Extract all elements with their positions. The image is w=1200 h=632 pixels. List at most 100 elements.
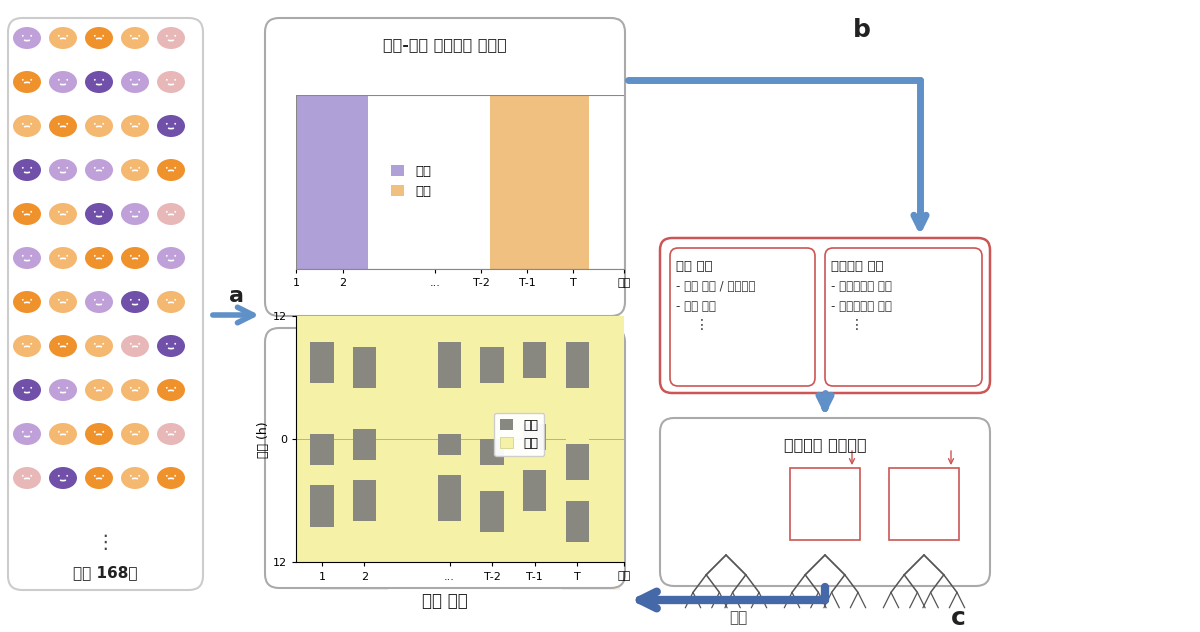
Ellipse shape <box>49 27 77 49</box>
Ellipse shape <box>94 343 96 344</box>
Ellipse shape <box>166 211 168 213</box>
Ellipse shape <box>94 167 96 169</box>
Text: ⋮: ⋮ <box>95 533 115 552</box>
Ellipse shape <box>94 35 96 37</box>
Ellipse shape <box>102 299 104 301</box>
Ellipse shape <box>121 247 149 269</box>
Ellipse shape <box>138 343 140 344</box>
Ellipse shape <box>130 79 132 81</box>
Ellipse shape <box>85 335 113 357</box>
Bar <box>311 316 334 562</box>
Ellipse shape <box>121 467 149 489</box>
Ellipse shape <box>58 343 60 344</box>
Text: ⋮: ⋮ <box>695 318 709 332</box>
Ellipse shape <box>94 475 96 477</box>
Ellipse shape <box>30 431 32 433</box>
Ellipse shape <box>58 475 60 477</box>
Ellipse shape <box>130 211 132 213</box>
Ellipse shape <box>49 291 77 313</box>
Bar <box>353 480 376 521</box>
Ellipse shape <box>166 299 168 301</box>
Text: 기분 삽화: 기분 삽화 <box>422 592 468 610</box>
Bar <box>311 342 334 383</box>
Text: a: a <box>228 286 244 306</box>
Ellipse shape <box>94 431 96 433</box>
Text: 생체리듬 지표: 생체리듬 지표 <box>830 260 883 272</box>
Text: - 수면 비율: - 수면 비율 <box>676 300 716 312</box>
Ellipse shape <box>49 467 77 489</box>
Ellipse shape <box>85 247 113 269</box>
Ellipse shape <box>22 79 24 81</box>
Ellipse shape <box>121 27 149 49</box>
Ellipse shape <box>121 203 149 225</box>
Ellipse shape <box>13 71 41 93</box>
Text: - 생체리듬의 진폭: - 생체리듬의 진폭 <box>830 300 892 312</box>
Ellipse shape <box>157 115 185 137</box>
Ellipse shape <box>22 387 24 389</box>
Ellipse shape <box>130 431 132 433</box>
Ellipse shape <box>138 387 140 389</box>
Ellipse shape <box>121 291 149 313</box>
Bar <box>523 342 546 378</box>
Ellipse shape <box>166 79 168 81</box>
Ellipse shape <box>13 379 41 401</box>
Ellipse shape <box>13 115 41 137</box>
Ellipse shape <box>157 159 185 181</box>
Text: 예측: 예측 <box>728 611 748 626</box>
Ellipse shape <box>66 167 68 169</box>
Ellipse shape <box>138 211 140 213</box>
Bar <box>480 347 504 383</box>
Text: - 수면 시간 / 기상시간: - 수면 시간 / 기상시간 <box>676 281 755 293</box>
Ellipse shape <box>22 123 24 125</box>
FancyBboxPatch shape <box>660 238 990 393</box>
Ellipse shape <box>85 71 113 93</box>
Ellipse shape <box>58 167 60 169</box>
Ellipse shape <box>49 159 77 181</box>
Ellipse shape <box>138 35 140 37</box>
Ellipse shape <box>130 167 132 169</box>
Ellipse shape <box>22 475 24 477</box>
Ellipse shape <box>30 475 32 477</box>
Ellipse shape <box>94 123 96 125</box>
Bar <box>296 95 368 269</box>
Ellipse shape <box>174 387 176 389</box>
Ellipse shape <box>102 79 104 81</box>
Ellipse shape <box>166 255 168 257</box>
Bar <box>320 18 388 590</box>
FancyBboxPatch shape <box>826 248 982 386</box>
Ellipse shape <box>121 159 149 181</box>
Ellipse shape <box>49 115 77 137</box>
Ellipse shape <box>94 211 96 213</box>
Bar <box>353 347 376 388</box>
Ellipse shape <box>157 379 185 401</box>
Ellipse shape <box>166 343 168 344</box>
Ellipse shape <box>13 467 41 489</box>
Ellipse shape <box>66 211 68 213</box>
Ellipse shape <box>58 35 60 37</box>
Ellipse shape <box>102 475 104 477</box>
Ellipse shape <box>121 379 149 401</box>
Ellipse shape <box>66 475 68 477</box>
Ellipse shape <box>157 71 185 93</box>
FancyBboxPatch shape <box>265 328 625 588</box>
Ellipse shape <box>85 291 113 313</box>
Bar <box>353 429 376 460</box>
Ellipse shape <box>22 299 24 301</box>
Ellipse shape <box>30 255 32 257</box>
Ellipse shape <box>174 431 176 433</box>
Ellipse shape <box>121 423 149 445</box>
Ellipse shape <box>157 291 185 313</box>
Ellipse shape <box>174 343 176 344</box>
Ellipse shape <box>85 159 113 181</box>
Bar <box>523 316 546 562</box>
Bar <box>438 475 461 521</box>
Bar <box>523 424 546 449</box>
Bar <box>790 468 860 540</box>
Ellipse shape <box>13 291 41 313</box>
Ellipse shape <box>85 467 113 489</box>
Ellipse shape <box>138 475 140 477</box>
Ellipse shape <box>174 79 176 81</box>
Bar <box>353 316 376 562</box>
Ellipse shape <box>22 343 24 344</box>
Ellipse shape <box>22 35 24 37</box>
